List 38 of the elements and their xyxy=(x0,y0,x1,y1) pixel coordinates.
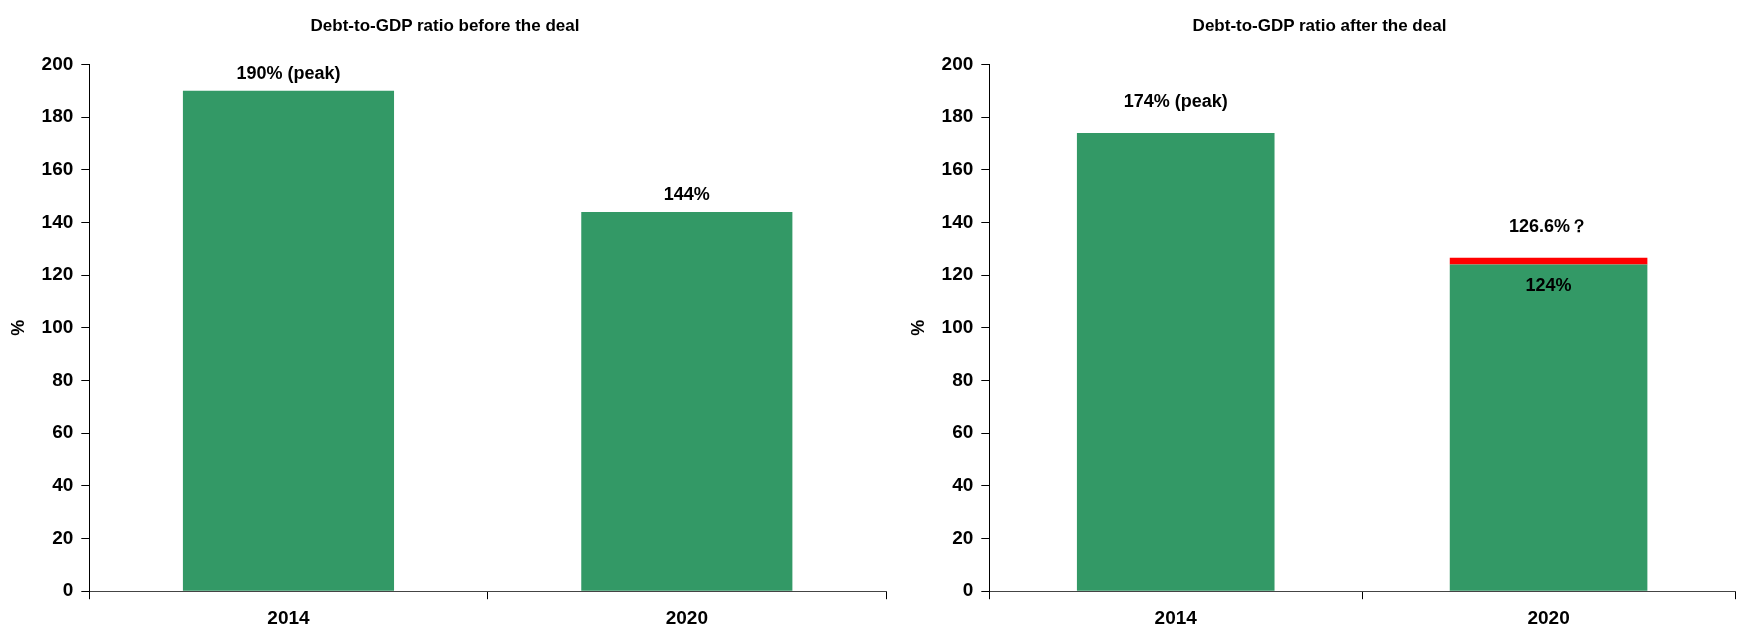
y-tick-label: 0 xyxy=(962,579,974,601)
total-label: 174% (peak) xyxy=(1123,90,1228,111)
x-tick-label: 2014 xyxy=(267,606,311,628)
x-tick-label: 2020 xyxy=(1527,606,1570,628)
bar xyxy=(1449,257,1648,265)
y-tick-label: 200 xyxy=(941,52,974,74)
y-tick-label: 160 xyxy=(941,157,974,179)
y-tick-label: 0 xyxy=(62,579,74,601)
y-tick-label: 180 xyxy=(941,105,974,127)
y-tick-label: 160 xyxy=(41,157,74,179)
y-tick-label: 60 xyxy=(52,421,74,443)
y-tick-label: 20 xyxy=(952,526,974,548)
y-tick-label: 120 xyxy=(941,263,974,285)
bar xyxy=(1449,264,1648,591)
y-tick-label: 200 xyxy=(41,52,74,74)
y-tick-label: 80 xyxy=(952,368,974,390)
y-tick-label: 120 xyxy=(41,263,74,285)
y-tick-label: 20 xyxy=(52,526,74,548)
x-tick-label: 2014 xyxy=(1154,606,1198,628)
y-tick-label: 80 xyxy=(52,368,74,390)
y-tick-label: 100 xyxy=(41,316,74,338)
y-axis-title: % xyxy=(907,319,928,336)
data-label: 144% xyxy=(663,183,710,204)
chart-title: Debt-to-GDP ratio after the deal xyxy=(1192,15,1447,35)
y-tick-label: 140 xyxy=(41,210,74,232)
y-tick-label: 40 xyxy=(952,474,974,496)
y-tick-label: 140 xyxy=(941,210,974,232)
data-label: 124% xyxy=(1525,274,1572,295)
y-tick-label: 100 xyxy=(941,316,974,338)
bar xyxy=(1076,132,1275,591)
y-axis-title: % xyxy=(7,319,28,336)
chart-title: Debt-to-GDP ratio before the deal xyxy=(310,15,580,35)
y-tick-label: 180 xyxy=(41,105,74,127)
y-tick-label: 40 xyxy=(52,474,74,496)
data-label: 190% (peak) xyxy=(236,62,341,83)
y-tick-label: 60 xyxy=(952,421,974,443)
x-tick-label: 2020 xyxy=(665,606,708,628)
total-label: 126.6%？ xyxy=(1509,215,1589,236)
